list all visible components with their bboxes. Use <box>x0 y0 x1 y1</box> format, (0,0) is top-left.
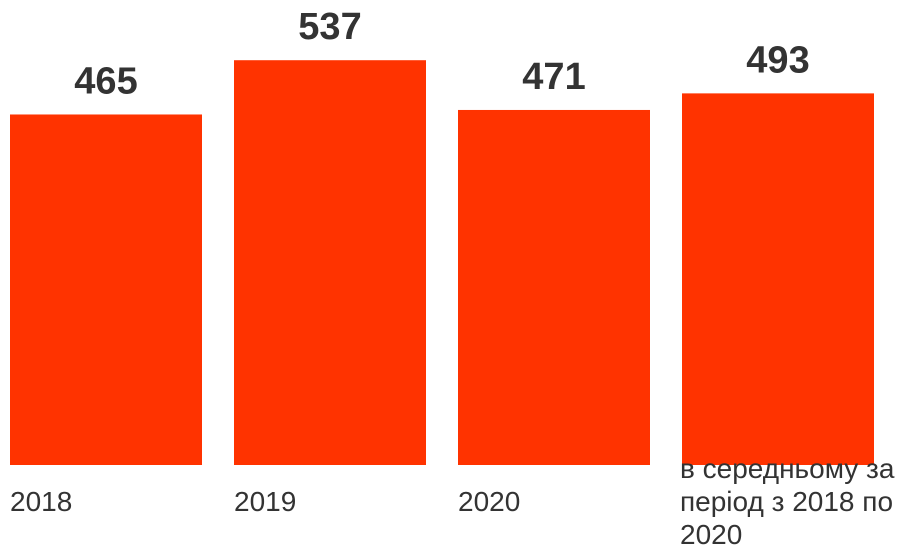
category-label-2: 2020 <box>458 486 520 517</box>
bar-value-label-2: 471 <box>522 56 585 98</box>
category-label-line: 2018 <box>10 486 72 517</box>
bar-0 <box>10 114 202 465</box>
bar-2 <box>458 109 650 465</box>
bar-value-label-3: 493 <box>746 39 809 81</box>
bar-value-label-0: 465 <box>74 60 137 102</box>
category-label-line: в середньому за <box>680 453 895 484</box>
category-label-0: 2018 <box>10 486 72 517</box>
value-labels: 465 537 471 493 <box>74 6 809 102</box>
category-label-line: 2019 <box>234 486 296 517</box>
category-label-line: 2020 <box>458 486 520 517</box>
bar-value-label-1: 537 <box>298 6 361 48</box>
bar-3 <box>682 93 874 466</box>
bar-1 <box>234 60 426 465</box>
bars-layer <box>10 60 874 466</box>
category-label-3: в середньому за період з 2018 по 2020 <box>680 453 895 550</box>
category-label-line: 2020 <box>680 519 742 550</box>
category-label-line: період з 2018 по <box>680 486 893 517</box>
category-label-1: 2019 <box>234 486 296 517</box>
